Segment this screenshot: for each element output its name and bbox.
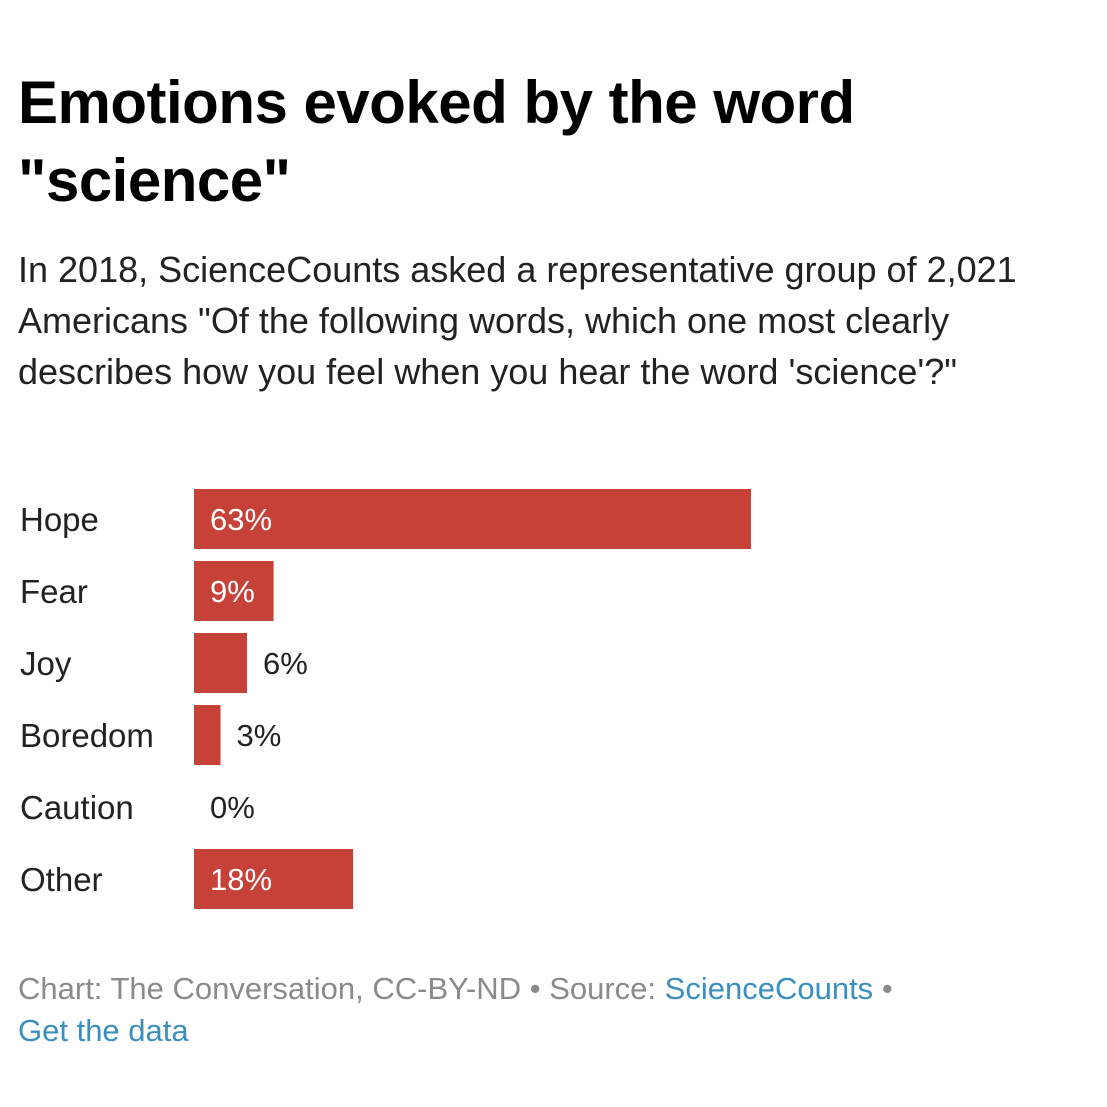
bar-row: Caution 0% [20,789,255,826]
category-label: Boredom [20,717,154,754]
bar-row: Boredom 3% [20,705,281,765]
chart-subtitle: In 2018, ScienceCounts asked a represent… [18,249,1017,392]
bar-row: Other 18% [20,849,354,909]
bar-row: Hope 63% [20,489,751,549]
value-label: 0% [210,790,255,825]
category-label: Joy [20,645,72,682]
category-label: Other [20,861,103,898]
bar-row: Joy 6% [20,633,308,693]
chart-title: Emotions evoked by the word "science" [18,69,855,214]
bar [194,705,221,765]
bar [194,561,274,621]
bar-row: Fear 9% [20,561,274,621]
source-prefix: Source: [549,971,657,1006]
chart-footer: Chart: The Conversation, CC-BY-ND • Sour… [18,968,1088,1052]
chart-credit: Chart: The Conversation, CC-BY-ND [18,971,522,1006]
value-label: 9% [210,574,255,609]
category-label: Fear [20,573,88,610]
source-link[interactable]: ScienceCounts [664,971,874,1006]
get-the-data-link[interactable]: Get the data [18,1013,189,1048]
bar-chart-svg: Hope 63% Fear 9% Joy 6% Boredom 3% Caution 0% Othe… [20,489,751,909]
category-label: Caution [20,789,134,826]
bar [194,633,248,693]
value-label: 3% [237,718,282,753]
value-label: 63% [210,502,272,537]
bar [194,849,354,909]
value-label: 6% [263,646,308,681]
value-label: 18% [210,862,272,897]
category-label: Hope [20,501,99,538]
footer-separator-2: • [881,971,893,1006]
bar [194,489,751,549]
footer-separator: • [529,971,541,1006]
bar-chart: Hope 63% Fear 9% Joy 6% Boredom 3% Caution 0% Othe… [0,484,1107,924]
